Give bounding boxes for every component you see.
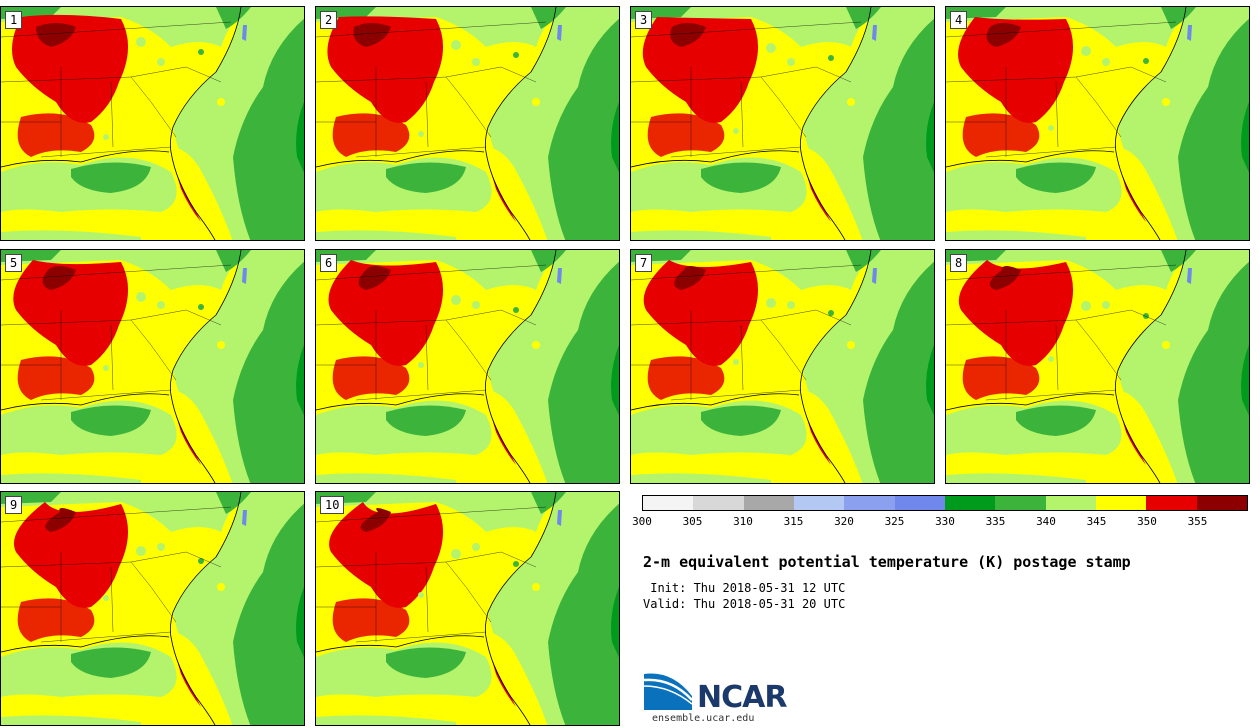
colorbar-tick-label: 315 bbox=[783, 515, 804, 528]
map-panel-9: 9 bbox=[0, 491, 305, 726]
map-panel-2: 2 bbox=[315, 6, 620, 241]
ncar-logo-text: NCAR bbox=[697, 680, 787, 715]
map-panel-4: 4 bbox=[945, 6, 1250, 241]
colorbar-segment bbox=[894, 496, 945, 510]
map-panel-8: 8 bbox=[945, 249, 1250, 484]
colorbar-tick-label: 350 bbox=[1137, 515, 1157, 528]
member-label: 8 bbox=[950, 254, 968, 272]
map-panel-10: 10 bbox=[315, 491, 620, 726]
colorbar-segment bbox=[743, 496, 794, 510]
colorbar-tick-label: 320 bbox=[834, 515, 854, 528]
colorbar-tick-label: 330 bbox=[935, 515, 955, 528]
colorbar-tick-label: 325 bbox=[884, 515, 905, 528]
colorbar-tick-label: 345 bbox=[1086, 515, 1107, 528]
map-panel-7: 7 bbox=[630, 249, 935, 484]
member-label: 2 bbox=[320, 11, 338, 29]
colorbar-segment bbox=[1045, 496, 1096, 510]
colorbar bbox=[642, 495, 1248, 511]
member-label: 3 bbox=[635, 11, 653, 29]
colorbar-tick-label: 310 bbox=[733, 515, 753, 528]
valid-time: Valid: Thu 2018-05-31 20 UTC bbox=[643, 597, 846, 611]
member-label: 5 bbox=[5, 254, 23, 272]
init-time: Init: Thu 2018-05-31 12 UTC bbox=[643, 581, 846, 595]
member-label: 6 bbox=[320, 254, 338, 272]
colorbar-tick-labels: 300 305 310 315 320 325 330 335 340 345 350 355 bbox=[632, 515, 1248, 531]
colorbar-tick-label: 335 bbox=[985, 515, 1006, 528]
colorbar-segment bbox=[693, 496, 744, 510]
colorbar-segment bbox=[844, 496, 895, 510]
logo-url: ensemble.ucar.edu bbox=[652, 713, 755, 724]
colorbar-tick-label: 305 bbox=[682, 515, 703, 528]
colorbar-segment bbox=[643, 496, 694, 510]
member-label: 4 bbox=[950, 11, 968, 29]
ncar-logo-icon bbox=[643, 673, 693, 710]
colorbar-tick-label: 355 bbox=[1187, 515, 1208, 528]
colorbar-segment bbox=[944, 496, 996, 510]
map-panel-3: 3 bbox=[630, 6, 935, 241]
colorbar-segment bbox=[793, 496, 845, 510]
colorbar-segment bbox=[995, 496, 1046, 510]
colorbar-segment bbox=[1095, 496, 1147, 510]
map-panel-5: 5 bbox=[0, 249, 305, 484]
map-panel-1: 1 bbox=[0, 6, 305, 241]
colorbar-tick-label: 340 bbox=[1036, 515, 1056, 528]
map-panel-6: 6 bbox=[315, 249, 620, 484]
colorbar-segment bbox=[1196, 496, 1247, 510]
member-label: 1 bbox=[5, 11, 23, 29]
member-label: 10 bbox=[320, 496, 345, 514]
member-label: 7 bbox=[635, 254, 653, 272]
member-label: 9 bbox=[5, 496, 23, 514]
colorbar-segment bbox=[1146, 496, 1197, 510]
figure-title: 2-m equivalent potential temperature (K)… bbox=[643, 553, 1131, 571]
colorbar-tick-label: 300 bbox=[632, 515, 652, 528]
